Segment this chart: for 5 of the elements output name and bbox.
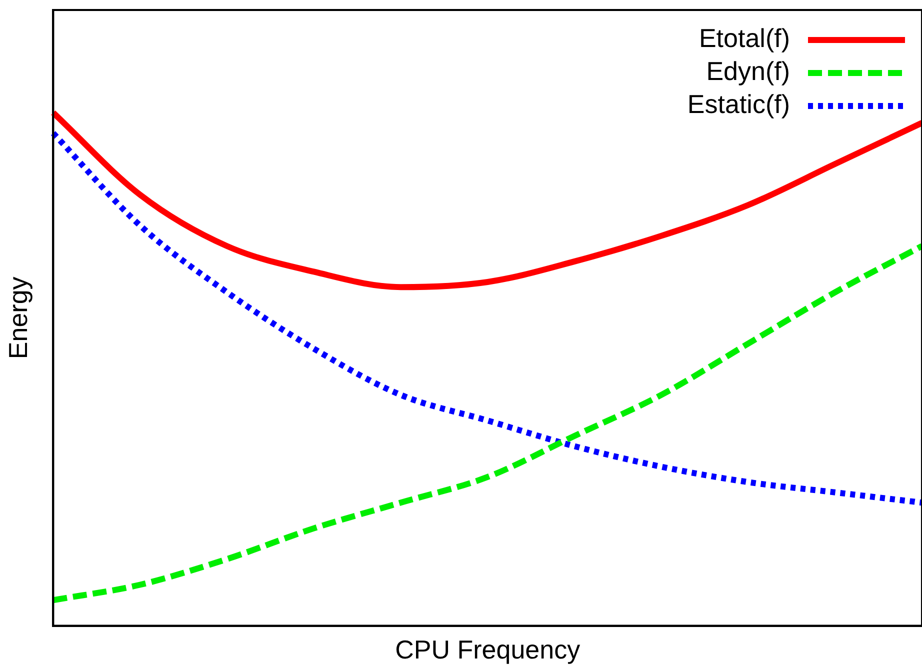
legend-label: Etotal(f) [698, 23, 790, 54]
legend-label: Edyn(f) [706, 56, 790, 86]
y-axis-title: Energy [2, 276, 33, 360]
legend-label: Estatic(f) [687, 89, 790, 120]
x-axis-title: CPU Frequency [395, 634, 580, 665]
